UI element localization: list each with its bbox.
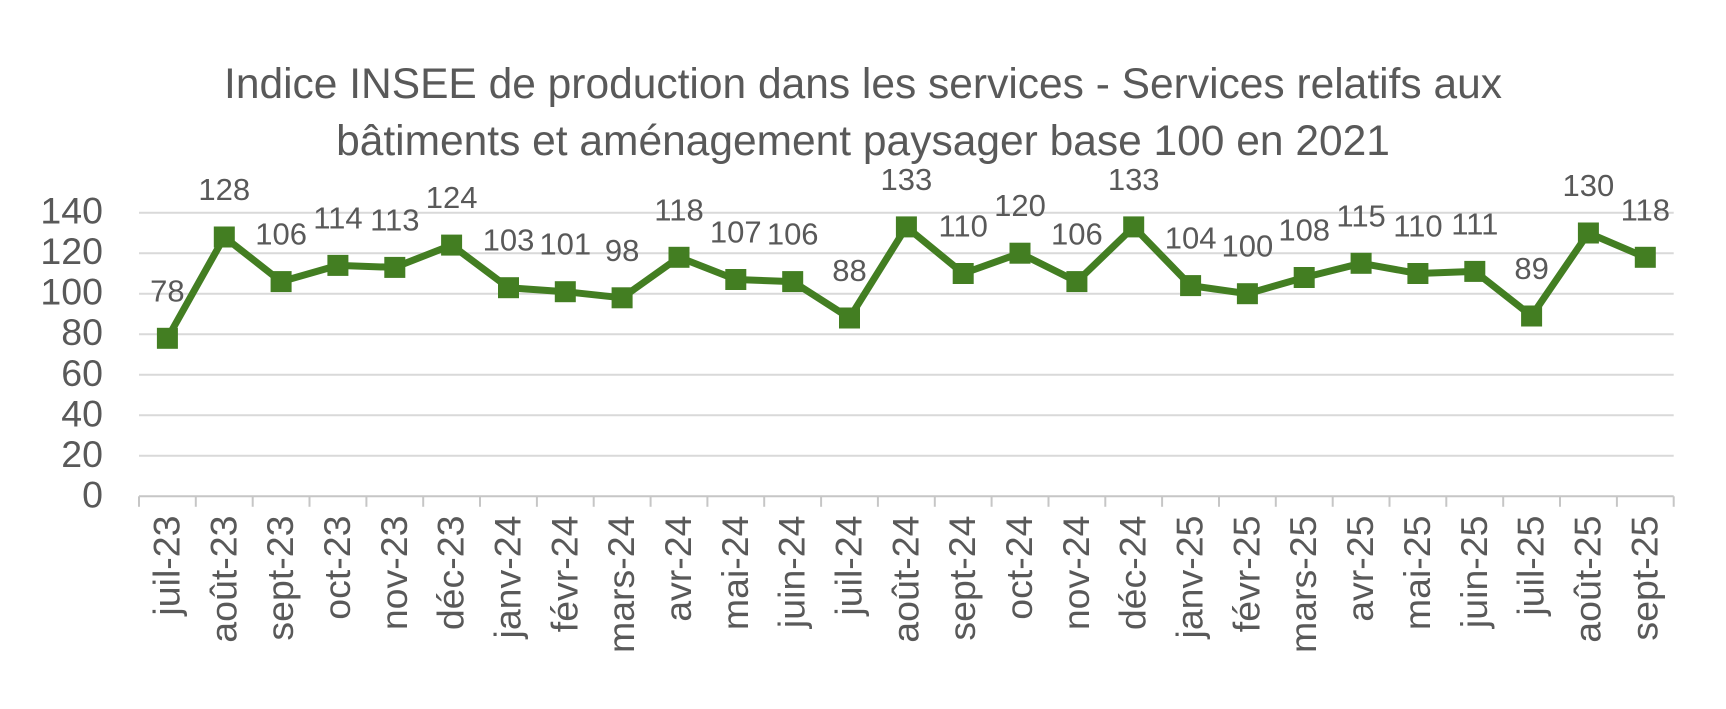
svg-text:80: 80 [61, 311, 103, 353]
svg-text:juil-24: juil-24 [828, 516, 870, 617]
svg-text:106: 106 [767, 217, 819, 252]
svg-text:140: 140 [40, 190, 103, 232]
svg-text:120: 120 [994, 188, 1046, 223]
svg-text:mai-25: mai-25 [1396, 516, 1438, 631]
svg-text:130: 130 [1563, 168, 1615, 203]
svg-text:nov-24: nov-24 [1055, 516, 1097, 631]
svg-text:133: 133 [1108, 162, 1160, 197]
svg-text:0: 0 [82, 473, 103, 515]
svg-text:103: 103 [483, 223, 535, 258]
svg-text:sept-24: sept-24 [941, 516, 983, 641]
svg-text:nov-23: nov-23 [373, 516, 415, 631]
svg-text:88: 88 [832, 253, 866, 288]
svg-text:mai-24: mai-24 [714, 516, 756, 631]
svg-text:févr-25: févr-25 [1225, 516, 1267, 633]
svg-text:98: 98 [605, 233, 639, 268]
svg-text:bâtiments et aménagement paysa: bâtiments et aménagement paysager base 1… [336, 118, 1390, 165]
svg-text:106: 106 [255, 217, 307, 252]
svg-text:115: 115 [1336, 198, 1385, 233]
svg-text:107: 107 [710, 215, 762, 250]
svg-text:108: 108 [1278, 213, 1330, 248]
svg-text:oct-24: oct-24 [998, 516, 1040, 620]
svg-text:déc-23: déc-23 [430, 516, 472, 631]
svg-text:110: 110 [938, 209, 987, 244]
svg-text:mars-25: mars-25 [1282, 516, 1324, 654]
svg-text:févr-24: févr-24 [543, 516, 585, 633]
svg-text:20: 20 [61, 433, 103, 475]
svg-text:Indice INSEE de production dan: Indice INSEE de production dans les serv… [224, 61, 1502, 108]
svg-text:78: 78 [150, 273, 184, 308]
svg-text:juin-24: juin-24 [771, 516, 813, 630]
svg-text:avr-24: avr-24 [657, 516, 699, 622]
svg-text:sept-25: sept-25 [1623, 516, 1665, 641]
svg-text:août-24: août-24 [884, 516, 926, 643]
svg-text:104: 104 [1165, 221, 1217, 256]
svg-text:août-25: août-25 [1566, 516, 1608, 643]
svg-text:avr-25: avr-25 [1339, 516, 1381, 622]
svg-text:janv-25: janv-25 [1169, 516, 1211, 640]
svg-text:juil-23: juil-23 [145, 516, 187, 617]
svg-text:août-23: août-23 [202, 516, 244, 643]
svg-text:mars-24: mars-24 [600, 516, 642, 654]
svg-text:juin-25: juin-25 [1453, 516, 1495, 630]
svg-text:120: 120 [40, 230, 103, 272]
svg-text:133: 133 [881, 162, 933, 197]
svg-text:100: 100 [1222, 229, 1274, 264]
svg-text:juil-25: juil-25 [1510, 516, 1552, 617]
svg-text:100: 100 [40, 271, 103, 313]
svg-text:110: 110 [1393, 209, 1442, 244]
svg-text:60: 60 [61, 352, 103, 394]
svg-text:118: 118 [1621, 192, 1670, 227]
svg-text:101: 101 [539, 227, 591, 262]
svg-text:118: 118 [654, 192, 703, 227]
svg-text:déc-24: déc-24 [1112, 516, 1154, 631]
svg-text:sept-23: sept-23 [259, 516, 301, 641]
svg-text:114: 114 [313, 200, 362, 235]
svg-text:40: 40 [61, 392, 103, 434]
svg-text:111: 111 [1451, 206, 1498, 241]
svg-text:124: 124 [426, 180, 478, 215]
svg-text:128: 128 [198, 172, 250, 207]
svg-text:113: 113 [370, 202, 419, 237]
svg-text:106: 106 [1051, 217, 1103, 252]
svg-text:janv-24: janv-24 [487, 516, 529, 640]
svg-text:89: 89 [1514, 251, 1548, 286]
svg-text:oct-23: oct-23 [316, 516, 358, 620]
